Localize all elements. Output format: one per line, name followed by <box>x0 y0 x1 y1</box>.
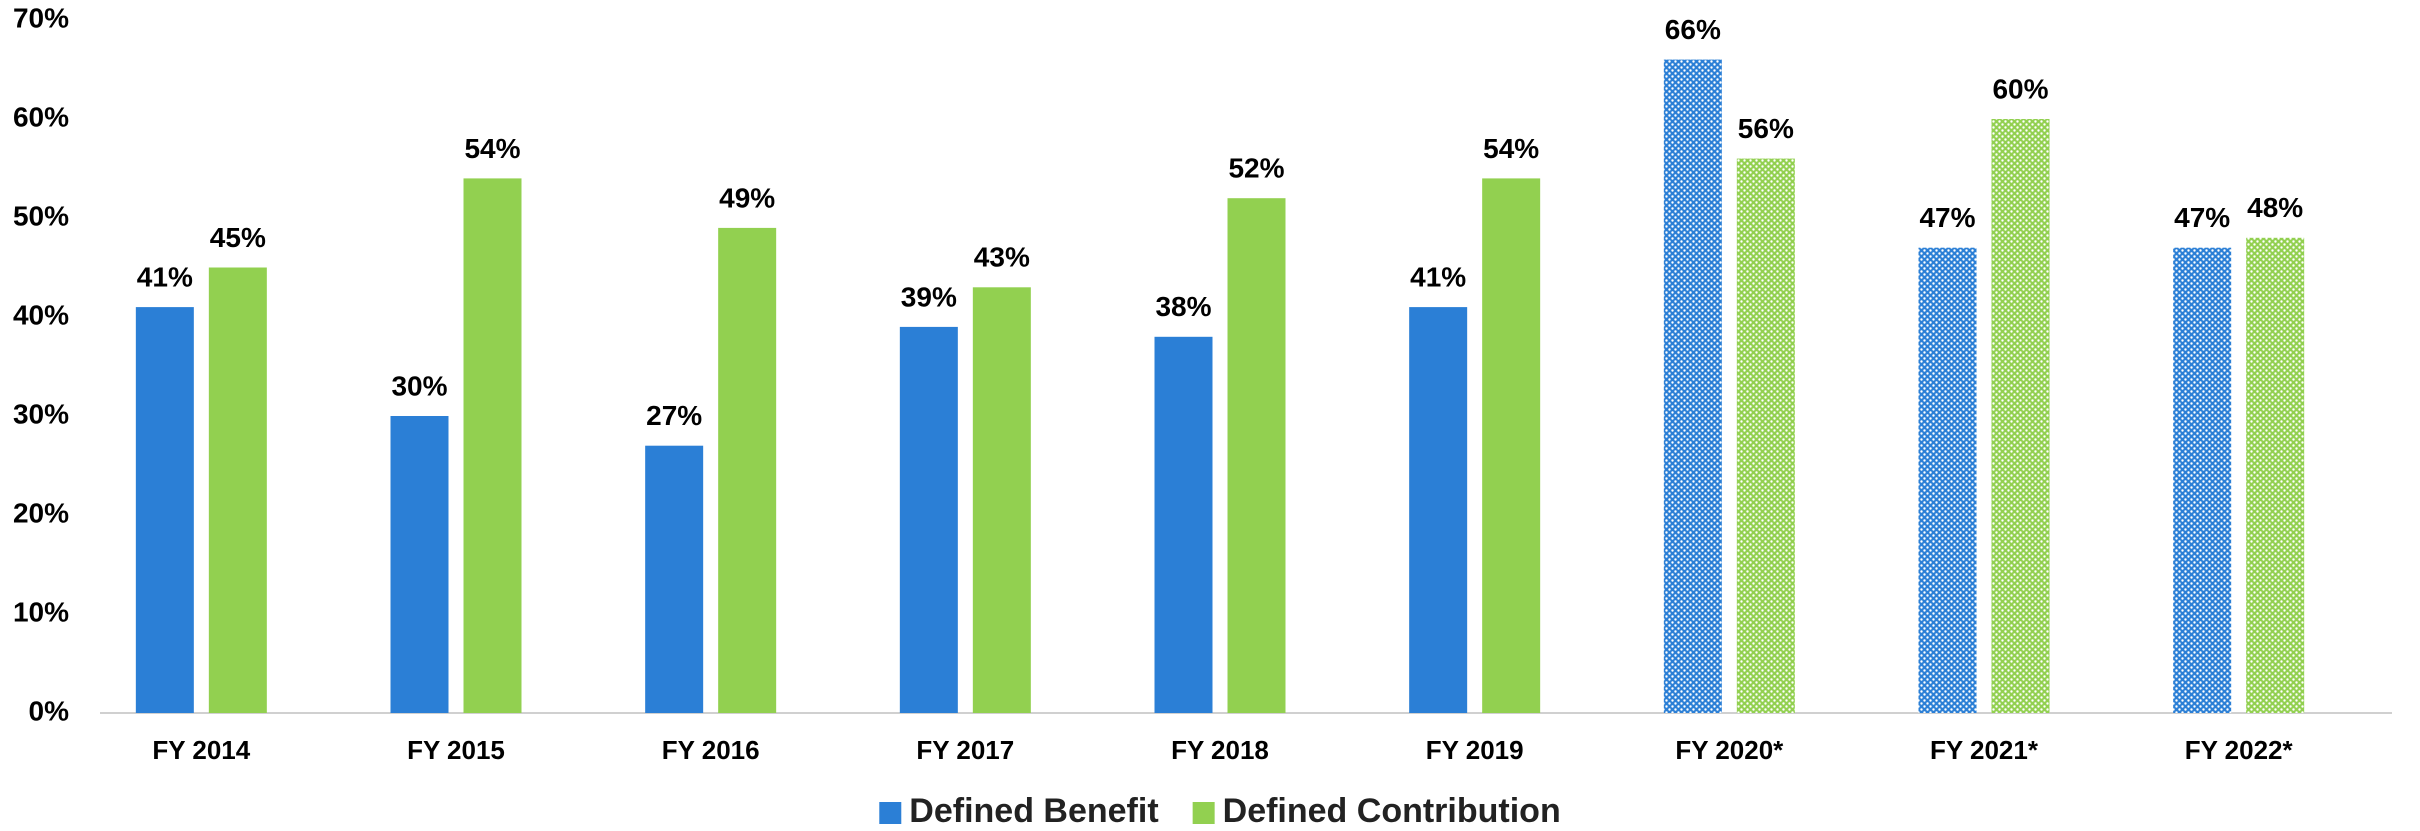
value-label: 43% <box>974 242 1030 273</box>
bar <box>1227 198 1286 713</box>
bar <box>1154 336 1213 713</box>
x-tick-label: FY 2016 <box>662 735 760 765</box>
x-tick-label: FY 2020* <box>1675 735 1784 765</box>
bar <box>1663 59 1722 714</box>
value-label: 52% <box>1228 153 1284 184</box>
value-label: 48% <box>2247 192 2303 223</box>
value-label: 41% <box>137 261 193 292</box>
x-tick-label: FY 2019 <box>1426 735 1524 765</box>
bar <box>135 307 194 713</box>
bar <box>2173 247 2232 713</box>
value-label: 38% <box>1155 291 1211 322</box>
value-label: 60% <box>1992 73 2048 104</box>
legend-label: Defined Contribution <box>1223 792 1561 830</box>
value-label: 47% <box>2174 202 2230 233</box>
value-label: 47% <box>1919 202 1975 233</box>
bar <box>208 267 267 713</box>
bar <box>2246 237 2305 714</box>
bar <box>1409 307 1468 713</box>
bar <box>718 227 777 713</box>
value-label: 27% <box>646 400 702 431</box>
y-tick-label: 40% <box>13 299 69 330</box>
legend: Defined Benefit Defined Contribution <box>879 792 1561 830</box>
y-tick-label: 50% <box>13 200 69 231</box>
bar <box>1482 178 1541 713</box>
legend-swatch <box>1192 802 1215 824</box>
y-tick-label: 30% <box>13 398 69 429</box>
bar <box>390 416 449 713</box>
value-label: 39% <box>901 281 957 312</box>
value-label: 41% <box>1410 261 1466 292</box>
x-tick-label: FY 2022* <box>2185 735 2294 765</box>
y-tick-label: 0% <box>29 695 70 726</box>
bar <box>972 287 1031 713</box>
value-label: 45% <box>210 222 266 253</box>
legend-label: Defined Benefit <box>909 792 1158 830</box>
value-label: 54% <box>1483 133 1539 164</box>
bar <box>899 326 958 713</box>
bar <box>1736 158 1795 714</box>
y-tick-label: 20% <box>13 497 69 528</box>
x-tick-label: FY 2021* <box>1930 735 2039 765</box>
value-label: 54% <box>464 133 520 164</box>
y-tick-label: 70% <box>13 2 69 33</box>
legend-swatch <box>879 802 902 824</box>
y-tick-label: 60% <box>13 101 69 132</box>
value-label: 66% <box>1665 14 1721 45</box>
x-tick-label: FY 2017 <box>916 735 1014 765</box>
x-tick-label: FY 2018 <box>1171 735 1269 765</box>
bar <box>463 178 522 713</box>
value-label: 30% <box>391 370 447 401</box>
x-tick-label: FY 2014 <box>152 735 250 765</box>
y-tick-label: 10% <box>13 596 69 627</box>
bar <box>1918 247 1977 713</box>
value-label: 56% <box>1738 113 1794 144</box>
bar <box>1991 119 2050 713</box>
bar <box>645 445 704 713</box>
x-tick-label: FY 2015 <box>407 735 505 765</box>
value-label: 49% <box>719 182 775 213</box>
